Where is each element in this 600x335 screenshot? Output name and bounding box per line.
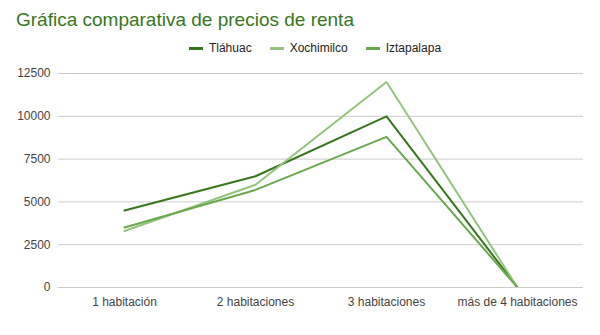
html-text:Xochimilco: Xochimilco — [289, 41, 348, 55]
svg-text:10000: 10000 — [17, 109, 51, 123]
svg-text:0: 0 — [44, 280, 51, 294]
html-text:Gráfica comparativa de precios: Gráfica comparativa de precios de renta — [16, 9, 354, 30]
svg-text:2500: 2500 — [24, 238, 51, 252]
html-text:Tláhuac: Tláhuac — [208, 41, 252, 55]
svg-text:3 habitaciones: 3 habitaciones — [348, 295, 425, 309]
svg-text:5000: 5000 — [24, 195, 51, 209]
svg-text:7500: 7500 — [24, 152, 51, 166]
html-text:Iztapalapa: Iztapalapa — [385, 41, 442, 55]
svg-text:2 habitaciones: 2 habitaciones — [217, 295, 294, 309]
svg-text:12500: 12500 — [17, 66, 51, 80]
svg-text:1 habitación: 1 habitación — [92, 295, 157, 309]
svg-text:más de 4 habitaciones: más de 4 habitaciones — [457, 295, 577, 309]
